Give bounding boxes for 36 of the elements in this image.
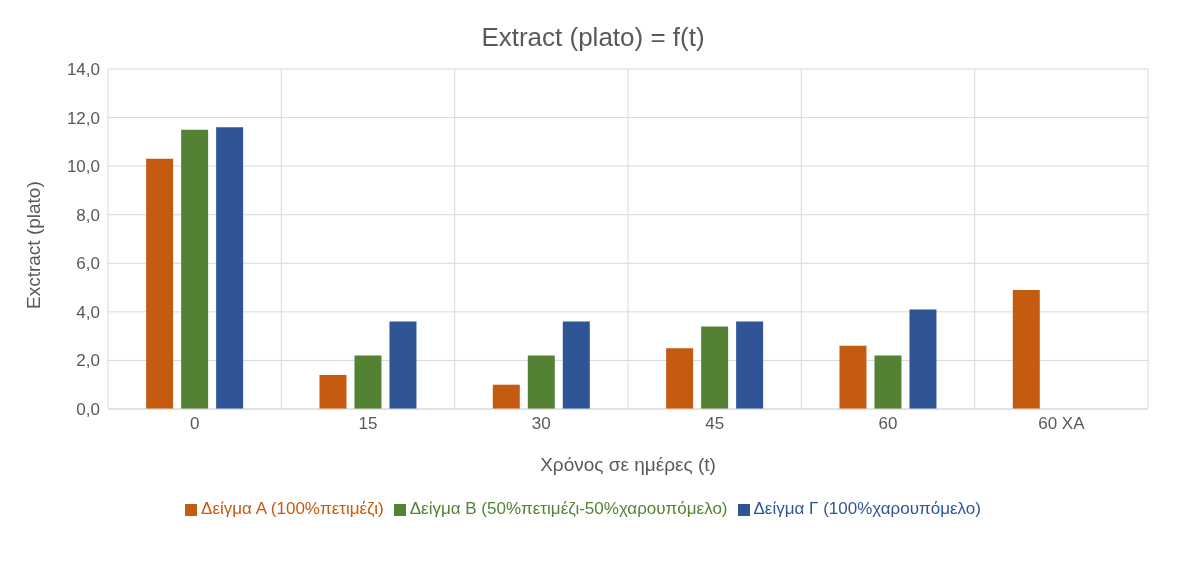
bar — [319, 375, 347, 409]
bar — [389, 321, 417, 409]
bar — [562, 321, 590, 409]
x-axis-title: Χρόνος σε ημέρες (t) — [540, 454, 716, 475]
y-tick-label: 14,0 — [66, 60, 100, 80]
legend-label: Δείγμα Γ (100%χαρουπόμελο) — [753, 499, 981, 518]
legend-label: Δείγμα Α (100%πετιμέζι) — [201, 499, 384, 518]
x-tick-label: 60 — [878, 414, 898, 434]
bar — [839, 345, 867, 409]
y-tick-label: 4,0 — [76, 302, 100, 322]
bar — [874, 355, 902, 409]
bar — [666, 348, 694, 409]
x-tick-label: 15 — [358, 414, 378, 434]
bar — [181, 129, 209, 409]
y-tick-label: 8,0 — [76, 205, 100, 225]
y-axis-title: Exctract (plato) — [22, 181, 44, 309]
y-tick-label: 10,0 — [66, 157, 100, 177]
legend-label: Δείγμα Β (50%πετιμέζι-50%χαρουπόμελο) — [409, 499, 728, 518]
y-tick-label: 12,0 — [66, 108, 100, 128]
bar — [492, 384, 520, 409]
y-tick-label: 2,0 — [76, 351, 100, 371]
x-tick-label: 60 ΧΑ — [1038, 414, 1086, 434]
bar — [736, 321, 764, 409]
x-tick-label: 0 — [189, 414, 200, 434]
bar — [1012, 290, 1040, 409]
bar — [354, 355, 382, 409]
x-tick-label: 30 — [531, 414, 551, 434]
chart-title: Extract (plato) = f(t) — [480, 21, 706, 54]
bar — [527, 355, 555, 409]
x-tick-label: 45 — [705, 414, 725, 434]
y-tick-label: 0,0 — [76, 400, 100, 420]
bar — [701, 326, 729, 409]
y-tick-label: 6,0 — [76, 254, 100, 274]
bar — [216, 127, 244, 409]
bar — [909, 309, 937, 409]
bar — [146, 158, 174, 409]
